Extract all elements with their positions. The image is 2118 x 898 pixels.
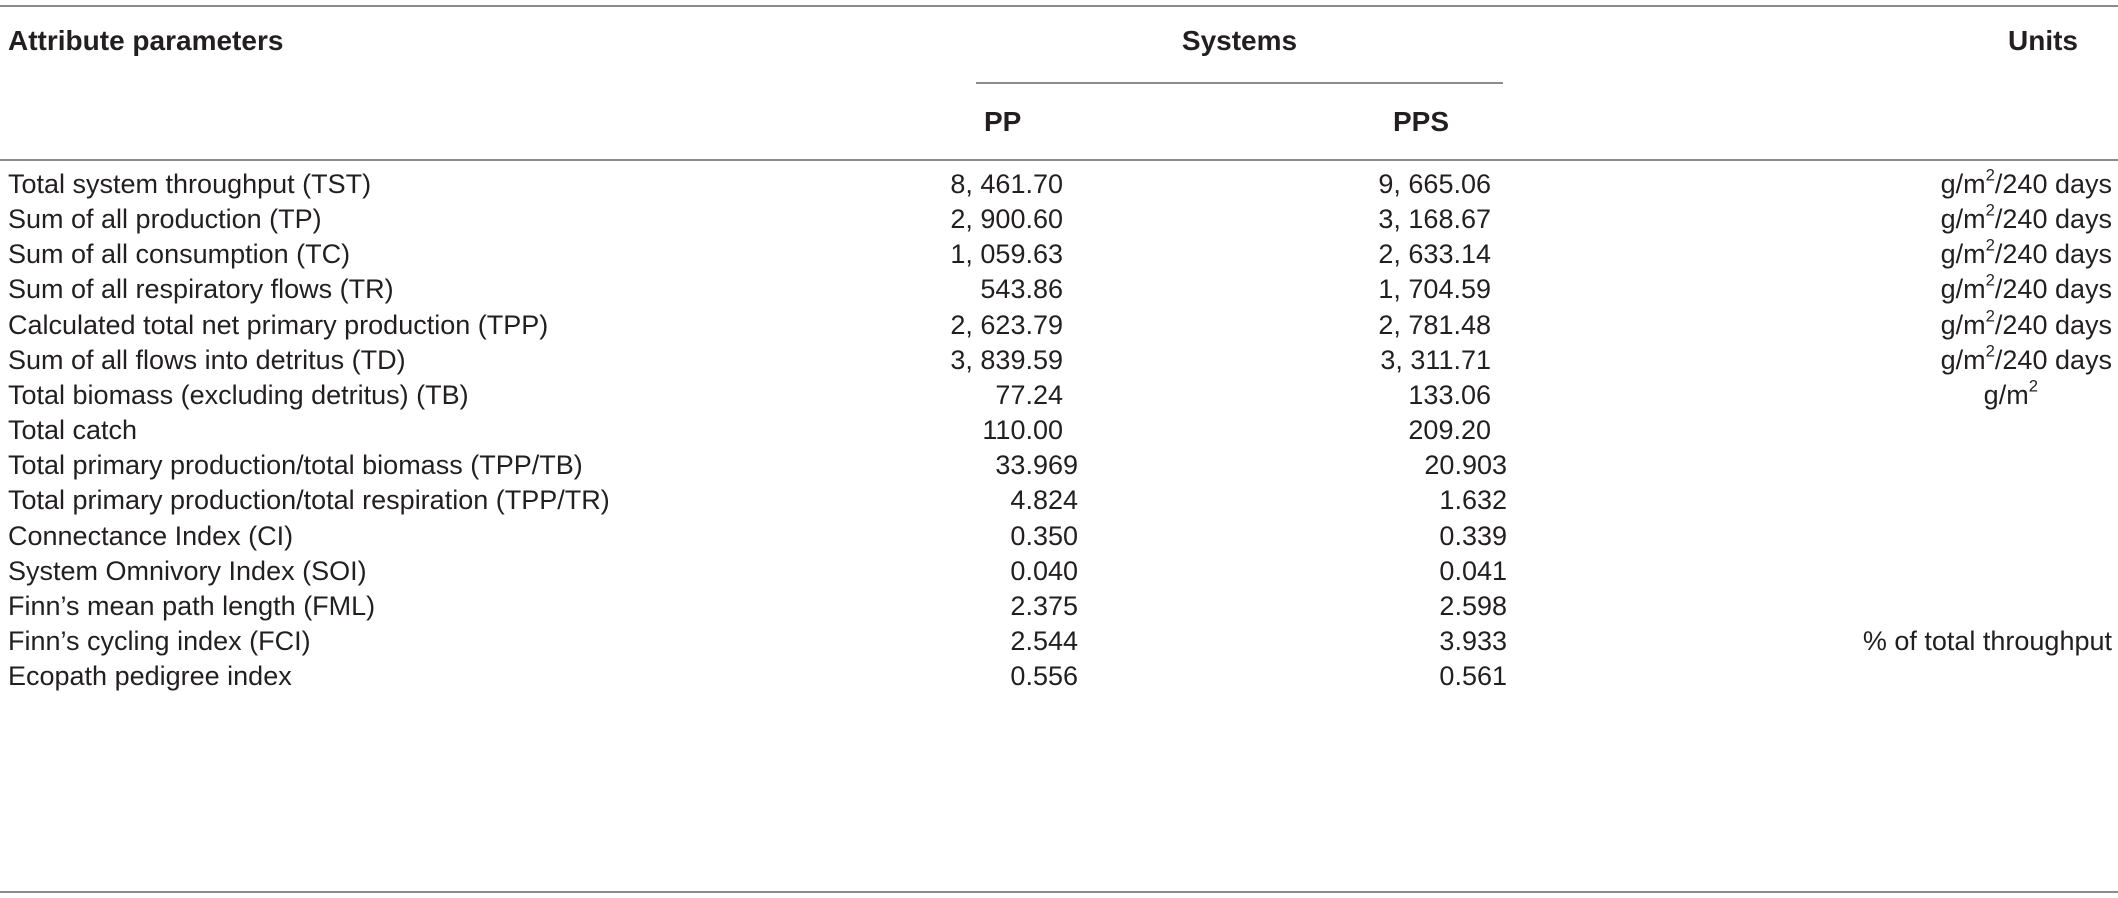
table-row: Finn’s mean path length (FML) 2.375 2.598	[0, 583, 2118, 630]
attribute-cell: Total system throughput (TST)	[8, 169, 372, 199]
pps-value-cell: 3.933	[1439, 625, 1507, 656]
pps-value-cell: 133.06	[1408, 379, 1491, 410]
pps-value-cell: 209.20	[1408, 415, 1491, 446]
pp-value-cell: 8, 461.70	[950, 169, 1063, 199]
table-row: Sum of all production (TP) 2, 900.60 3, 16…	[0, 196, 2118, 243]
header-systems: Systems	[1181, 25, 1298, 56]
pp-value-cell: 33.969	[995, 450, 1078, 481]
table-row: Sum of all flows into detritus (TD) 3, 83…	[0, 337, 2118, 384]
pp-value-cell: 0.040	[1010, 555, 1078, 586]
header-pps: PPS	[1393, 106, 1450, 137]
pps-value-cell: 1, 704.59	[1378, 274, 1491, 305]
pp-value-cell: 77.24	[995, 379, 1063, 410]
units-superscript: 2	[1985, 235, 1995, 255]
units-superscript: 2	[1985, 270, 1995, 290]
table-row: Total catch 110.00 209.20	[0, 407, 2118, 454]
units-text: g/m	[1983, 379, 2029, 410]
pp-value-cell: 2.544	[1010, 625, 1078, 656]
pp-value-cell: 0.556	[1010, 661, 1078, 692]
pp-value-cell: 2.375	[1010, 590, 1078, 621]
attribute-cell: System Omnivory Index (SOI)	[8, 555, 367, 586]
table-row: Sum of all consumption (TC) 1, 059.63 2, 6…	[0, 231, 2118, 278]
attribute-cell: Total primary production/total respirati…	[8, 485, 610, 516]
table-row: Calculated total net primary production …	[0, 302, 2118, 349]
attribute-cell: Total primary production/total biomass (…	[8, 450, 583, 481]
header-attribute-parameters: Attribute parameters	[8, 25, 284, 56]
pps-value-cell: 2.598	[1439, 590, 1507, 621]
units-text: g/m	[1940, 239, 1986, 270]
units-text: g/m	[1940, 274, 1986, 305]
pps-value-cell: 2, 781.48	[1378, 309, 1491, 340]
units-cell: % of total throughput	[1863, 618, 2112, 665]
pp-value-cell: 2, 623.79	[950, 309, 1063, 340]
pp-value-cell: 1, 059.63	[950, 239, 1063, 270]
attribute-cell: Finn’s cycling index (FCI)	[8, 625, 311, 656]
units-cell: g/m2/240 days	[1941, 161, 2112, 208]
attribute-cell: Total biomass (excluding detritus) (TB)	[8, 379, 469, 410]
units-text: % of total throughput	[1862, 625, 2112, 656]
units-suffix: /240 days	[1994, 309, 2112, 340]
pps-value-cell: 2, 633.14	[1378, 239, 1491, 270]
header-pp: PP	[984, 106, 1022, 137]
units-suffix: /240 days	[1994, 344, 2112, 375]
units-superscript: 2	[1985, 306, 1995, 326]
pp-value-cell: 543.86	[980, 274, 1063, 305]
pps-value-cell: 3, 311.71	[1380, 344, 1491, 375]
pp-value-cell: 3, 839.59	[950, 344, 1063, 375]
units-cell: g/m2/240 days	[1941, 196, 2112, 243]
units-superscript: 2	[1985, 341, 1995, 361]
units-superscript: 2	[1985, 165, 1995, 185]
units-suffix: /240 days	[1994, 204, 2112, 235]
units-superscript: 2	[2028, 376, 2038, 396]
units-cell: g/m2	[1984, 372, 2038, 419]
pp-value-cell: 0.350	[1010, 520, 1078, 551]
header-bottom-rule	[0, 159, 2118, 161]
units-text: g/m	[1940, 204, 1986, 235]
pps-value-cell: 9, 665.06	[1378, 169, 1491, 199]
units-cell: g/m2/240 days	[1941, 337, 2112, 384]
table-row: Sum of all respiratory flows (TR) 543.86 1…	[0, 266, 2118, 313]
pps-value-cell: 1.632	[1439, 485, 1507, 516]
units-text: g/m	[1940, 309, 1986, 340]
table-row: Finn’s cycling index (FCI) 2.544 3.933 % of…	[0, 618, 2118, 665]
pps-value-cell: 3, 168.67	[1378, 204, 1491, 235]
table-row: Ecopath pedigree index 0.556 0.561	[0, 653, 2118, 700]
attribute-cell: Sum of all consumption (TC)	[8, 239, 351, 270]
table-row: System Omnivory Index (SOI) 0.040 0.041	[0, 548, 2118, 595]
pps-value-cell: 0.041	[1439, 555, 1507, 586]
pps-value-cell: 20.903	[1424, 450, 1507, 481]
pps-value-cell: 0.561	[1439, 661, 1507, 692]
attribute-cell: Ecopath pedigree index	[8, 661, 292, 692]
units-superscript: 2	[1985, 200, 1995, 220]
table-row: Connectance Index (CI) 0.350 0.339	[0, 513, 2118, 560]
attribute-cell: Calculated total net primary production …	[8, 309, 549, 340]
pps-value-cell: 0.339	[1439, 520, 1507, 551]
units-suffix: /240 days	[1994, 274, 2112, 305]
attribute-cell: Sum of all production (TP)	[8, 204, 322, 235]
table-row: Total system throughput (TST) 8, 461.70 9,…	[0, 161, 2118, 208]
units-text: g/m	[1940, 169, 1986, 199]
units-text: g/m	[1940, 344, 1986, 375]
table-row: Total primary production/total respirati…	[0, 477, 2118, 524]
units-cell: g/m2/240 days	[1941, 231, 2112, 278]
attribute-cell: Sum of all flows into detritus (TD)	[8, 344, 406, 375]
systems-spanner-rule	[976, 82, 1503, 84]
units-suffix: /240 days	[1994, 239, 2112, 270]
pp-value-cell: 2, 900.60	[950, 204, 1063, 235]
header-units: Units	[2008, 25, 2078, 56]
units-cell: g/m2/240 days	[1941, 266, 2112, 313]
table-top-rule	[0, 5, 2118, 7]
attribute-cell: Sum of all respiratory flows (TR)	[8, 274, 394, 305]
attribute-cell: Finn’s mean path length (FML)	[8, 590, 376, 621]
pp-value-cell: 110.00	[982, 415, 1063, 446]
table-row: Total primary production/total biomass (…	[0, 442, 2118, 489]
attribute-cell: Total catch	[8, 415, 138, 446]
table-bottom-rule	[0, 891, 2118, 893]
pp-value-cell: 4.824	[1010, 485, 1078, 516]
table-row: Total biomass (excluding detritus) (TB) 7…	[0, 372, 2118, 419]
units-suffix: /240 days	[1994, 169, 2112, 199]
attribute-cell: Connectance Index (CI)	[8, 520, 294, 551]
units-cell: g/m2/240 days	[1941, 302, 2112, 349]
